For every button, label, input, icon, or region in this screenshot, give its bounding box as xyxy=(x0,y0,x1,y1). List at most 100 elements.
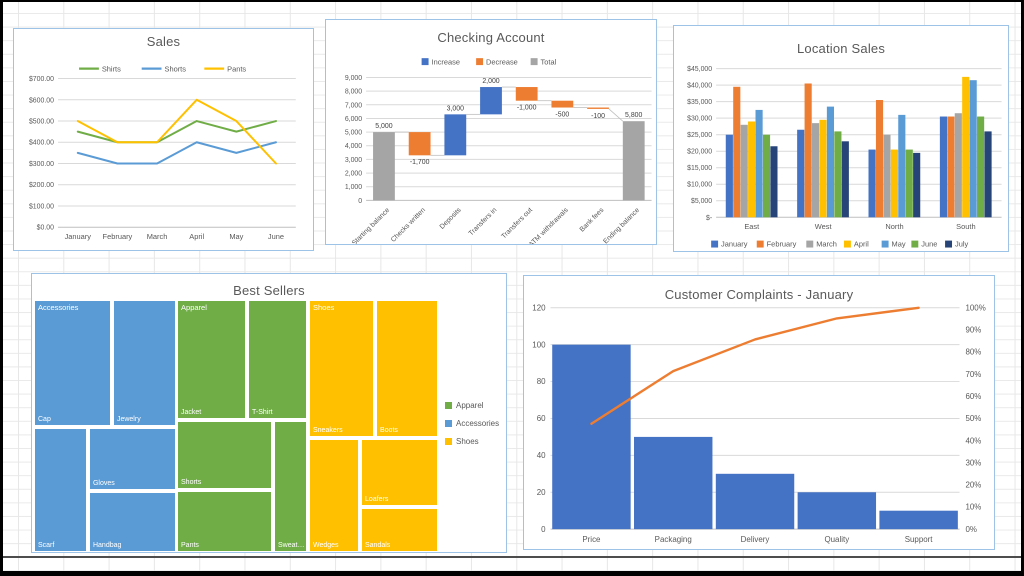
svg-text:$300.00: $300.00 xyxy=(29,161,54,168)
y-axis-labels: $700.00 $600.00 $500.00 $400.00 $300.00 $200.… xyxy=(29,76,54,232)
legend-item-shoes: Shoes xyxy=(445,437,499,446)
legend: January February March April May June July xyxy=(711,240,968,249)
svg-text:ATM withdrawals: ATM withdrawals xyxy=(528,206,570,244)
svg-text:90%: 90% xyxy=(965,326,981,335)
treemap-series-label: Apparel xyxy=(181,303,207,312)
treemap-series-label: Shoes xyxy=(313,303,335,312)
svg-text:January: January xyxy=(65,232,92,241)
treemap-tile-label: T-Shirt xyxy=(251,408,273,416)
data-labels: 5,000 -1,700 3,000 2,000 -1,000 -500 -100 5,800 xyxy=(375,78,642,166)
bar-delivery xyxy=(715,473,795,530)
treemap-tile-shorts: Shorts xyxy=(177,421,272,489)
svg-text:6,000: 6,000 xyxy=(345,116,362,123)
bar-packaging xyxy=(634,436,713,530)
bar-checks-written xyxy=(408,132,431,156)
svg-text:$600.00: $600.00 xyxy=(29,97,54,104)
svg-text:March: March xyxy=(147,232,168,241)
sales-chart-canvas: $700.00 $600.00 $500.00 $400.00 $300.00 $200.… xyxy=(29,64,296,241)
svg-text:Decrease: Decrease xyxy=(486,57,518,66)
treemap-tile-jacket: Apparel Jacket xyxy=(177,300,247,419)
customer-complaints-chart-panel[interactable]: Customer Complaints - January 120 100 80 60… xyxy=(523,275,995,550)
treemap-tile-label: Shorts xyxy=(181,478,202,486)
bar-bank-fees xyxy=(587,107,609,109)
svg-text:Ending balance: Ending balance xyxy=(602,207,641,244)
svg-text:$25,000: $25,000 xyxy=(687,132,712,139)
svg-text:Delivery: Delivery xyxy=(741,535,770,544)
svg-text:120: 120 xyxy=(532,303,546,312)
bar-deposits xyxy=(444,114,467,156)
svg-text:$400.00: $400.00 xyxy=(29,140,54,147)
svg-text:$20,000: $20,000 xyxy=(687,149,712,156)
svg-text:70%: 70% xyxy=(965,370,981,379)
y-axis-labels-right: 100% 90% 80% 70% 60% 50% 40% 30% 20% 10% 0% xyxy=(965,303,985,533)
treemap-tile-cap: Accessories Cap xyxy=(34,300,111,426)
sales-chart-panel[interactable]: Sales $700.00 $600.00 $500.00 $400.00 $300.0… xyxy=(13,28,314,251)
svg-text:60%: 60% xyxy=(965,392,981,401)
svg-text:9,000: 9,000 xyxy=(345,75,362,82)
x-axis-labels: January February March April May June xyxy=(65,232,284,241)
location-sales-chart-title: Location Sales xyxy=(796,41,886,56)
treemap-tile-loafers: Loafers xyxy=(360,439,438,506)
y-axis-labels: $45,000 $40,000 $35,000 $30,000 $25,000 $20,0… xyxy=(687,66,712,222)
treemap-tile-boots: Boots xyxy=(375,300,438,437)
svg-text:June: June xyxy=(921,240,937,249)
treemap-tile-label: Scarf xyxy=(38,541,55,549)
legend-label: Accessories xyxy=(456,419,500,428)
svg-text:$35,000: $35,000 xyxy=(687,99,712,106)
svg-text:8,000: 8,000 xyxy=(345,89,362,96)
svg-text:April: April xyxy=(189,232,204,241)
bar-ending-balance xyxy=(622,121,645,201)
best-sellers-chart-panel[interactable]: Best Sellers Accessories Cap Jewelry Scarf G… xyxy=(31,273,507,553)
svg-text:-1,000: -1,000 xyxy=(517,105,537,112)
svg-text:7,000: 7,000 xyxy=(345,102,362,109)
svg-text:20: 20 xyxy=(537,488,546,497)
y-axis-labels-left: 120 100 80 60 40 20 0 xyxy=(532,303,546,533)
legend: Increase Decrease Total xyxy=(421,57,557,66)
svg-text:1,000: 1,000 xyxy=(345,184,362,191)
series-july xyxy=(770,131,992,218)
waterfall-bars xyxy=(373,87,645,201)
pareto-bars xyxy=(552,344,958,530)
svg-text:0: 0 xyxy=(358,198,362,205)
svg-text:July: July xyxy=(955,240,968,249)
series-march xyxy=(740,113,962,218)
svg-text:Quality: Quality xyxy=(824,535,849,544)
svg-text:Total: Total xyxy=(541,57,557,66)
svg-text:-500: -500 xyxy=(555,111,569,118)
series-shorts xyxy=(76,141,277,165)
best-sellers-treemap: Accessories Cap Jewelry Scarf Gloves Handbag A… xyxy=(34,300,438,552)
svg-text:$30,000: $30,000 xyxy=(687,116,712,123)
svg-text:Transfers out: Transfers out xyxy=(500,207,534,241)
svg-text:April: April xyxy=(854,240,869,249)
svg-text:80%: 80% xyxy=(965,348,981,357)
svg-text:South: South xyxy=(956,222,975,231)
treemap-series-label: Accessories xyxy=(38,303,79,312)
treemap-tile-tshirt: T-Shirt xyxy=(247,300,307,419)
svg-text:West: West xyxy=(815,222,832,231)
svg-text:5,800: 5,800 xyxy=(625,112,642,119)
legend-swatch xyxy=(445,402,452,409)
treemap-tile-label: Sneakers xyxy=(313,427,343,434)
svg-text:100%: 100% xyxy=(965,303,985,312)
treemap-tile-sandals: Sandals xyxy=(360,508,438,552)
line-series xyxy=(76,98,277,165)
svg-text:Packaging: Packaging xyxy=(655,535,692,544)
svg-text:10%: 10% xyxy=(965,503,981,512)
svg-text:40%: 40% xyxy=(965,436,981,445)
bar-transfers-out xyxy=(515,87,538,101)
svg-text:$700.00: $700.00 xyxy=(29,76,54,83)
y-axis-labels: 9,000 8,000 7,000 6,000 5,000 4,000 3,000 2,000… xyxy=(345,75,362,205)
series-shirts xyxy=(76,120,277,144)
best-sellers-chart-title: Best Sellers xyxy=(233,283,305,298)
svg-text:30%: 30% xyxy=(965,458,981,467)
location-sales-chart-panel[interactable]: Location Sales $45,000 $40,000 $35,000 $30,… xyxy=(673,25,1009,252)
svg-text:Price: Price xyxy=(582,535,601,544)
svg-text:Checks written: Checks written xyxy=(390,207,427,244)
legend: Shirts Shorts Pants xyxy=(79,64,246,73)
series-january xyxy=(725,116,948,218)
checking-account-chart-panel[interactable]: Checking Account 9,000 8,000 7,000 6,000 5,0… xyxy=(325,19,657,245)
svg-text:Shorts: Shorts xyxy=(164,64,186,73)
bar-transfers-in xyxy=(480,87,502,115)
bar-groups xyxy=(725,76,992,218)
treemap-tile-label: Loafers xyxy=(364,496,389,503)
